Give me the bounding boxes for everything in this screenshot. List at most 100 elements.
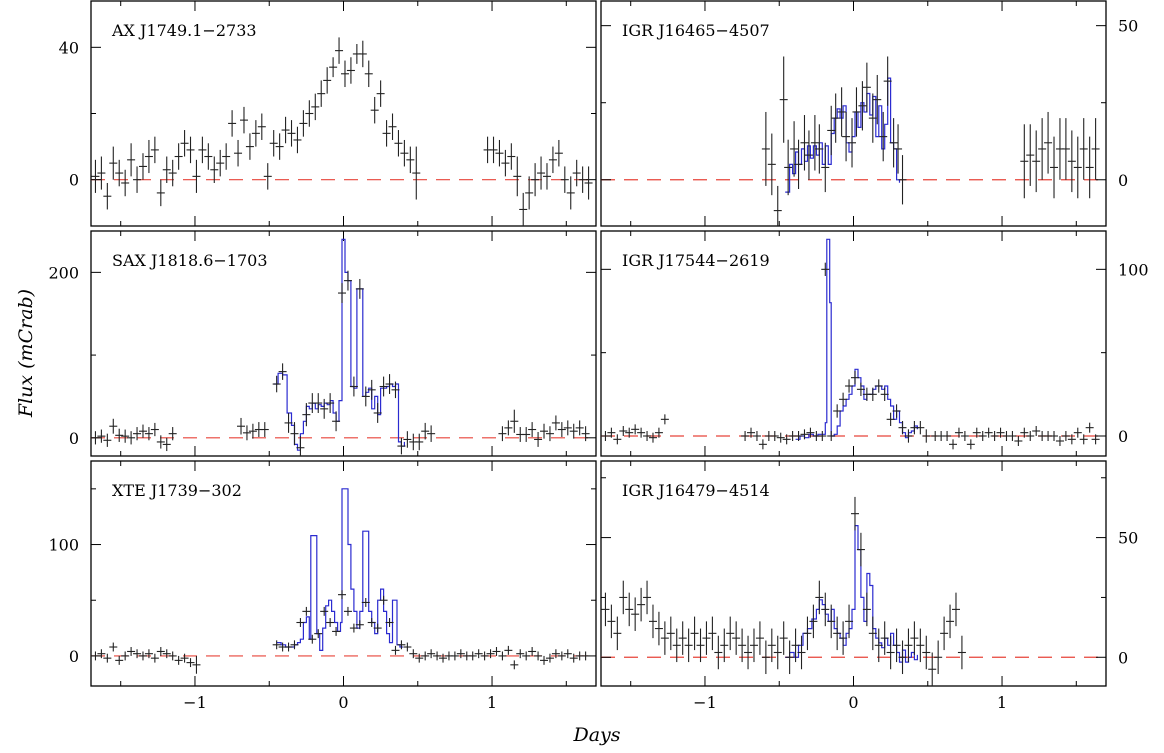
data-point: [311, 93, 320, 121]
data-point: [984, 427, 993, 438]
data-point: [144, 649, 153, 659]
x-tick-label: 1: [997, 693, 1007, 712]
data-point: [856, 382, 865, 396]
data-point: [732, 621, 741, 655]
data-point: [569, 423, 578, 439]
data-point: [388, 113, 397, 140]
data-point: [1091, 434, 1100, 445]
data-point: [563, 649, 572, 659]
data-point: [922, 429, 931, 443]
data-point: [138, 153, 147, 180]
data-point: [916, 421, 925, 435]
data-point: [1091, 118, 1100, 180]
data-point: [758, 439, 767, 450]
data-point: [779, 56, 788, 143]
data-point: [269, 130, 278, 157]
y-tick-label: 0: [1118, 648, 1128, 667]
data-point: [898, 155, 907, 205]
panels: 0 40 AX J1749.1−2733 0 50 IGR J16465−4507 0 200…: [48, 0, 1149, 712]
data-point: [367, 618, 376, 627]
data-point: [720, 628, 729, 663]
data-point: [522, 427, 531, 442]
data-point: [996, 427, 1005, 438]
data-point: [619, 426, 628, 436]
data-point: [433, 651, 442, 661]
data-point: [115, 159, 124, 187]
data-point: [248, 423, 257, 439]
data-point: [296, 436, 305, 456]
source-name-label: SAX J1818.6−1703: [112, 251, 268, 270]
data-point: [767, 133, 776, 196]
data-point: [797, 635, 806, 670]
data-point: [150, 422, 159, 437]
data-point: [542, 163, 551, 190]
data-point: [528, 422, 537, 437]
data-point: [557, 422, 566, 437]
data-point: [858, 81, 867, 131]
data-point: [886, 412, 895, 426]
data-point: [601, 592, 610, 627]
data-point: [625, 592, 634, 627]
data-point: [525, 176, 534, 210]
data-point: [856, 532, 865, 567]
data-point: [794, 431, 803, 441]
data-point: [109, 146, 118, 180]
data-point: [415, 653, 424, 663]
data-point: [186, 658, 195, 668]
data-point: [456, 649, 465, 659]
data-point: [97, 156, 106, 190]
data-point: [831, 93, 840, 143]
data-point: [222, 143, 231, 170]
data-point: [115, 428, 124, 442]
data-point: [284, 412, 293, 433]
data-point: [1073, 136, 1082, 199]
data-point: [960, 431, 969, 441]
data-point: [569, 653, 578, 663]
data-point: [394, 130, 403, 157]
data-point: [332, 626, 341, 636]
data-point: [578, 166, 587, 193]
data-point: [275, 133, 284, 160]
data-point: [370, 96, 379, 124]
data-point: [121, 651, 130, 661]
data-point: [168, 427, 177, 441]
data-point: [450, 651, 459, 661]
data-point: [373, 623, 382, 633]
data-point: [827, 105, 836, 156]
data-point: [880, 621, 889, 655]
data-point: [296, 618, 305, 627]
data-point: [815, 580, 824, 615]
data-point: [156, 179, 165, 207]
data-point: [91, 159, 100, 193]
data-point: [916, 628, 925, 663]
data-point: [415, 433, 424, 451]
data-point: [581, 651, 590, 661]
data-point: [480, 651, 489, 661]
data-point: [537, 156, 546, 190]
data-point: [346, 57, 355, 84]
data-point: [862, 62, 871, 112]
data-point: [894, 124, 903, 174]
data-point: [504, 420, 513, 436]
data-point: [1061, 431, 1070, 441]
data-point: [850, 371, 859, 385]
y-tick-label: 0: [69, 171, 79, 190]
data-point: [613, 434, 622, 445]
data-point: [251, 120, 260, 147]
data-point: [690, 616, 699, 651]
data-point: [776, 432, 785, 443]
data-point: [239, 106, 248, 134]
data-point: [534, 651, 543, 661]
data-point: [749, 628, 758, 663]
data-point: [666, 616, 675, 651]
data-point: [361, 386, 370, 407]
data-point: [198, 136, 207, 164]
data-point: [397, 640, 406, 650]
data-point: [827, 604, 836, 639]
data-point: [1085, 422, 1094, 433]
data-point: [242, 425, 251, 441]
data-point: [162, 437, 171, 452]
data-point: [773, 185, 782, 226]
data-point: [272, 640, 281, 650]
data-point: [1050, 431, 1059, 441]
